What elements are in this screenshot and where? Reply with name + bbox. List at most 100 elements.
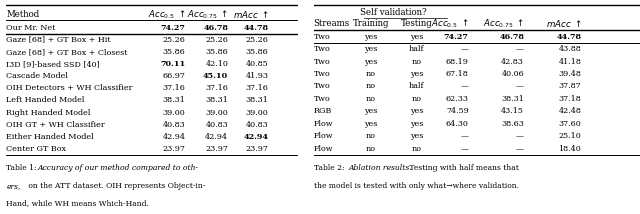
Text: 42.48: 42.48 xyxy=(558,107,581,116)
Text: no: no xyxy=(412,95,421,103)
Text: 41.93: 41.93 xyxy=(246,72,269,80)
Text: Flow: Flow xyxy=(314,145,333,153)
Text: 37.87: 37.87 xyxy=(559,82,581,91)
Text: Accuracy of our method compared to oth-: Accuracy of our method compared to oth- xyxy=(38,164,198,172)
Text: 64.30: 64.30 xyxy=(446,120,468,128)
Text: 39.00: 39.00 xyxy=(163,109,186,117)
Text: Left Handed Model: Left Handed Model xyxy=(6,97,84,104)
Text: 25.10: 25.10 xyxy=(559,132,581,140)
Text: —: — xyxy=(461,45,468,53)
Text: Streams: Streams xyxy=(314,19,350,28)
Text: —: — xyxy=(516,45,524,53)
Text: 40.06: 40.06 xyxy=(501,70,524,78)
Text: Two: Two xyxy=(314,33,330,41)
Text: 38.31: 38.31 xyxy=(501,95,524,103)
Text: the model is tested with only what→where validation.: the model is tested with only what→where… xyxy=(314,182,518,190)
Text: no: no xyxy=(412,58,421,65)
Text: 42.94: 42.94 xyxy=(205,133,228,141)
Text: 42.10: 42.10 xyxy=(205,60,228,68)
Text: —: — xyxy=(461,82,468,91)
Text: 37.16: 37.16 xyxy=(205,84,228,92)
Text: ers,: ers, xyxy=(6,182,20,190)
Text: yes: yes xyxy=(410,132,423,140)
Text: yes: yes xyxy=(410,33,423,41)
Text: 38.31: 38.31 xyxy=(205,97,228,104)
Text: 67.18: 67.18 xyxy=(446,70,468,78)
Text: 40.83: 40.83 xyxy=(246,121,269,129)
Text: 42.83: 42.83 xyxy=(501,58,524,65)
Text: no: no xyxy=(365,95,376,103)
Text: Two: Two xyxy=(314,95,330,103)
Text: 38.31: 38.31 xyxy=(246,97,269,104)
Text: yes: yes xyxy=(364,58,378,65)
Text: Flow: Flow xyxy=(314,132,333,140)
Text: 37.16: 37.16 xyxy=(163,84,186,92)
Text: $Acc_{0.75}$ $\uparrow$: $Acc_{0.75}$ $\uparrow$ xyxy=(483,18,524,30)
Text: yes: yes xyxy=(410,70,423,78)
Text: Method: Method xyxy=(6,10,40,19)
Text: 74.27: 74.27 xyxy=(444,33,468,41)
Text: 39.48: 39.48 xyxy=(558,70,581,78)
Text: OIH GT + WH Classifier: OIH GT + WH Classifier xyxy=(6,121,105,129)
Text: 40.83: 40.83 xyxy=(205,121,228,129)
Text: —: — xyxy=(461,132,468,140)
Text: Testing: Testing xyxy=(401,19,432,28)
Text: Center GT Box: Center GT Box xyxy=(6,145,67,153)
Text: no: no xyxy=(412,145,421,153)
Text: 43.88: 43.88 xyxy=(559,45,581,53)
Text: 66.97: 66.97 xyxy=(163,72,186,80)
Text: 35.86: 35.86 xyxy=(163,48,186,56)
Text: no: no xyxy=(365,70,376,78)
Text: Self validation?: Self validation? xyxy=(360,8,427,17)
Text: yes: yes xyxy=(410,107,423,116)
Text: 40.83: 40.83 xyxy=(163,121,186,129)
Text: 43.15: 43.15 xyxy=(501,107,524,116)
Text: 37.60: 37.60 xyxy=(559,120,581,128)
Text: 40.85: 40.85 xyxy=(246,60,269,68)
Text: on the ATT dataset. OIH represents Object-in-: on the ATT dataset. OIH represents Objec… xyxy=(26,182,205,190)
Text: $Acc_{0.75}$ $\uparrow$: $Acc_{0.75}$ $\uparrow$ xyxy=(188,9,228,21)
Text: Flow: Flow xyxy=(314,120,333,128)
Text: no: no xyxy=(365,145,376,153)
Text: —: — xyxy=(516,132,524,140)
Text: 35.86: 35.86 xyxy=(246,48,269,56)
Text: Table 1:: Table 1: xyxy=(6,164,40,172)
Text: Cascade Model: Cascade Model xyxy=(6,72,68,80)
Text: Two: Two xyxy=(314,70,330,78)
Text: 68.19: 68.19 xyxy=(446,58,468,65)
Text: 46.78: 46.78 xyxy=(204,24,228,32)
Text: 45.10: 45.10 xyxy=(203,72,228,80)
Text: yes: yes xyxy=(410,120,423,128)
Text: 44.78: 44.78 xyxy=(556,33,581,41)
Text: 39.00: 39.00 xyxy=(205,109,228,117)
Text: Two: Two xyxy=(314,82,330,91)
Text: Gaze [68] + GT Box + Closest: Gaze [68] + GT Box + Closest xyxy=(6,48,128,56)
Text: yes: yes xyxy=(364,120,378,128)
Text: $Acc_{0.5}$ $\uparrow$: $Acc_{0.5}$ $\uparrow$ xyxy=(431,18,468,30)
Text: —: — xyxy=(461,145,468,153)
Text: Ablation results.: Ablation results. xyxy=(349,164,412,172)
Text: 44.78: 44.78 xyxy=(243,24,269,32)
Text: 39.00: 39.00 xyxy=(246,109,269,117)
Text: 23.97: 23.97 xyxy=(205,145,228,153)
Text: 42.94: 42.94 xyxy=(243,133,269,141)
Text: Our Mr. Net: Our Mr. Net xyxy=(6,24,56,32)
Text: Table 2:: Table 2: xyxy=(314,164,344,172)
Text: 18.40: 18.40 xyxy=(559,145,581,153)
Text: 25.26: 25.26 xyxy=(205,36,228,44)
Text: I3D [9]-based SSD [40]: I3D [9]-based SSD [40] xyxy=(6,60,100,68)
Text: Either Handed Model: Either Handed Model xyxy=(6,133,94,141)
Text: Gaze [68] + GT Box + Hit: Gaze [68] + GT Box + Hit xyxy=(6,36,111,44)
Text: yes: yes xyxy=(364,107,378,116)
Text: 70.11: 70.11 xyxy=(160,60,186,68)
Text: —: — xyxy=(516,145,524,153)
Text: 37.16: 37.16 xyxy=(246,84,269,92)
Text: yes: yes xyxy=(364,33,378,41)
Text: $mAcc$ $\uparrow$: $mAcc$ $\uparrow$ xyxy=(233,9,269,21)
Text: half: half xyxy=(409,82,424,91)
Text: OIH Detectors + WH Classifier: OIH Detectors + WH Classifier xyxy=(6,84,133,92)
Text: $Acc_{0.5}$ $\uparrow$: $Acc_{0.5}$ $\uparrow$ xyxy=(148,9,186,21)
Text: RGB: RGB xyxy=(314,107,332,116)
Text: 37.18: 37.18 xyxy=(559,95,581,103)
Text: 35.86: 35.86 xyxy=(205,48,228,56)
